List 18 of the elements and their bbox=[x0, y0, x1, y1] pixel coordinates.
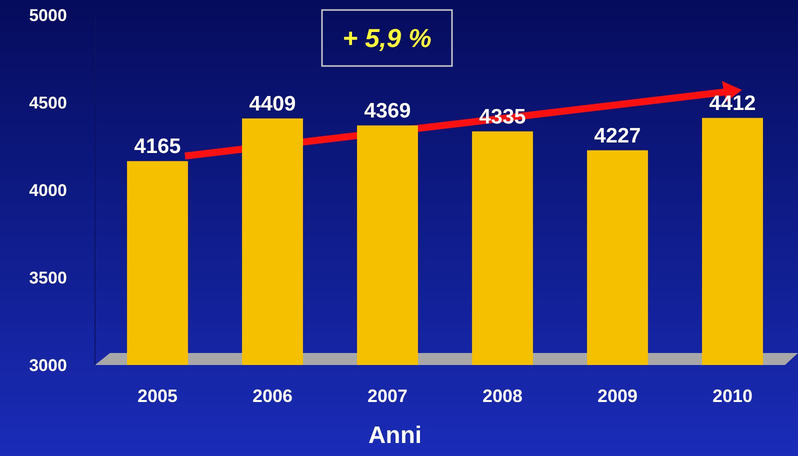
y-tick-label: 4000 bbox=[29, 181, 67, 200]
data-label: 4165 bbox=[134, 135, 182, 158]
y-tick-label: 5000 bbox=[29, 6, 67, 25]
y-tick-label: 3500 bbox=[29, 268, 67, 288]
y-tick-label: 4500 bbox=[29, 94, 67, 112]
y-tick-label: 3000 bbox=[29, 356, 67, 375]
data-label: 4412 bbox=[709, 92, 756, 115]
data-label: 4409 bbox=[249, 92, 296, 116]
x-tick-label: 2006 bbox=[252, 386, 293, 406]
x-tick-label: 2010 bbox=[712, 386, 753, 406]
x-tick-label: 2005 bbox=[137, 386, 178, 406]
data-label: 4227 bbox=[594, 124, 641, 148]
data-label: 4369 bbox=[364, 99, 411, 122]
x-tick-label: 2008 bbox=[482, 386, 523, 406]
x-tick-label: 2007 bbox=[367, 386, 408, 406]
annotation: + 5,9 % bbox=[342, 23, 432, 53]
x-tick-label: 2009 bbox=[597, 386, 638, 406]
x-axis-title: Anni bbox=[368, 422, 422, 449]
